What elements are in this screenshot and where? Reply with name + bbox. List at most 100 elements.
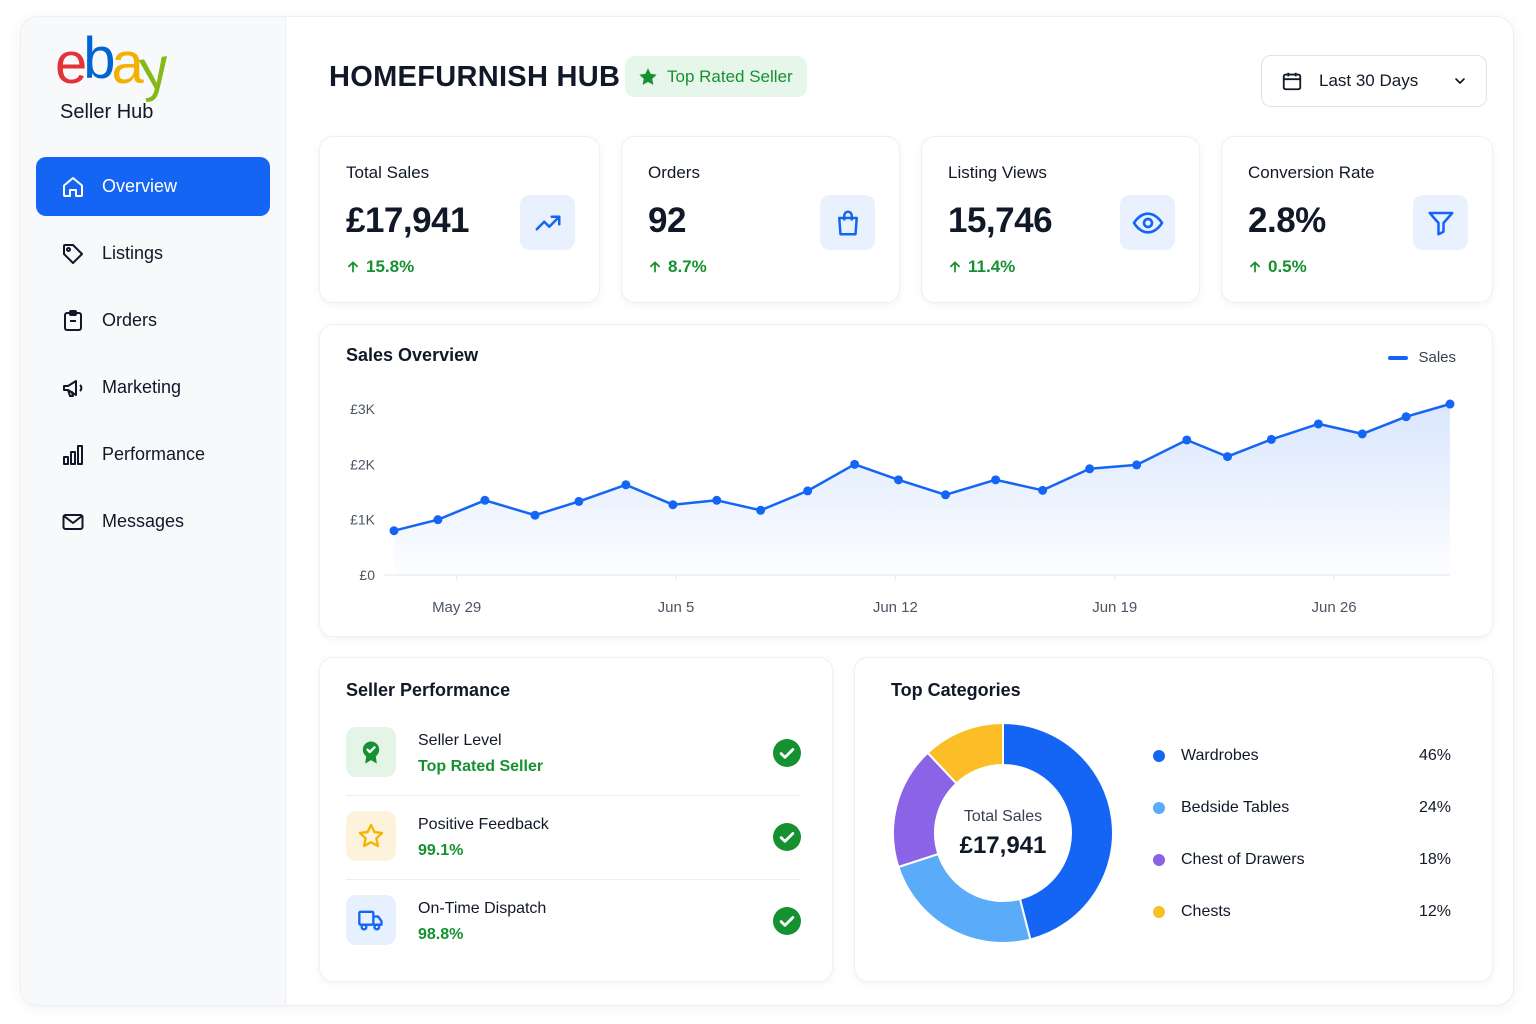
sidebar-item-label: Listings [102, 243, 164, 263]
sales-data-point [1182, 435, 1192, 445]
sales-data-point [756, 505, 766, 515]
kpi-card-conversion-rate[interactable]: Conversion Rate 2.8% 0.5% [1221, 136, 1493, 303]
top-rated-badge: Top Rated Seller [625, 56, 807, 97]
trending-up-icon [520, 195, 575, 250]
sales-data-point [621, 480, 631, 490]
sidebar-item-label: Orders [102, 310, 158, 330]
donut-center: Total Sales £17,941 [931, 808, 1075, 860]
sidebar-item-label: Overview [102, 176, 178, 196]
category-row-wardrobes[interactable]: Wardrobes 46% [1153, 744, 1451, 768]
tag-icon [60, 241, 86, 267]
kpi-change: 0.5% [1248, 257, 1307, 277]
y-tick-label: £0 [359, 567, 375, 583]
chevron-down-icon [1455, 78, 1465, 84]
check-circle-icon [773, 907, 801, 935]
kpi-change-value: 0.5% [1268, 257, 1307, 276]
donut-slice-wardrobes[interactable] [1002, 721, 1114, 941]
seller-performance-title: Seller Performance [346, 680, 511, 700]
sales-data-point [1445, 399, 1455, 409]
sales-data-point [530, 510, 540, 520]
divider [346, 879, 801, 880]
arrow-up-icon [650, 261, 660, 273]
x-tick-label: Jun 19 [1092, 599, 1137, 616]
y-tick-label: £2K [350, 456, 376, 472]
category-name: Chests [1181, 903, 1231, 920]
home-icon [60, 174, 86, 200]
performance-row-seller-level[interactable]: Seller Level Top Rated Seller [346, 727, 801, 811]
logo-letter: a [111, 31, 144, 96]
sales-data-point [1357, 429, 1367, 439]
sales-overview-card: Sales Overview Sales £0 £1K £2K £3K May 29 Ju… [319, 324, 1493, 637]
calendar-icon [1282, 72, 1302, 91]
sales-chart[interactable]: £0 £1K £2K £3K May 29 Jun 5 Jun 12 Jun 19 Jun 26 [320, 325, 1494, 638]
sales-data-point [668, 500, 678, 510]
donut-slice-bedside-tables[interactable] [897, 852, 1032, 944]
sidebar-nav: Overview Listings Orders Marketing [36, 157, 270, 559]
legend-swatch [1388, 355, 1409, 360]
category-pct: 18% [1418, 851, 1451, 868]
sales-data-point [480, 495, 490, 505]
performance-row-on-time-dispatch[interactable]: On-Time Dispatch 98.8% [346, 895, 801, 979]
sidebar-item-messages[interactable]: Messages [36, 492, 270, 551]
sales-data-point [1038, 485, 1048, 495]
divider [346, 795, 801, 796]
ebay-logo[interactable]: ebay [55, 30, 169, 104]
donut-center-value: £17,941 [959, 832, 1047, 859]
sidebar-item-listings[interactable]: Listings [36, 224, 270, 283]
sales-data-point [991, 475, 1001, 485]
donut-slice-chests[interactable] [926, 721, 1004, 785]
top-categories-card: Top Categories Total Sales £17,941 Wardr… [854, 657, 1493, 982]
sales-data-point [1266, 434, 1276, 444]
date-range-select[interactable]: Last 30 Days [1261, 55, 1487, 107]
sidebar-item-orders[interactable]: Orders [36, 291, 270, 350]
sidebar-item-label: Messages [102, 511, 185, 531]
clipboard-icon [60, 308, 86, 334]
category-row-chests[interactable]: Chests 12% [1153, 900, 1451, 924]
sidebar-item-marketing[interactable]: Marketing [36, 358, 270, 417]
category-name: Wardrobes [1181, 747, 1259, 764]
sidebar: ebay Seller Hub Overview Listings Orders [21, 17, 286, 1005]
check-circle-icon [773, 739, 801, 767]
category-row-bedside-tables[interactable]: Bedside Tables 24% [1153, 796, 1451, 820]
kpi-value: 15,746 [948, 201, 1053, 240]
category-name: Chest of Drawers [1181, 851, 1305, 868]
truck-icon [346, 895, 396, 945]
badge-label: Top Rated Seller [667, 66, 793, 86]
chart-legend[interactable]: Sales [1388, 349, 1456, 366]
sidebar-item-performance[interactable]: Performance [36, 425, 270, 484]
category-donut-chart[interactable] [888, 718, 1118, 948]
y-tick-label: £3K [350, 401, 376, 417]
category-name: Bedside Tables [1181, 799, 1290, 816]
shopping-bag-icon [820, 195, 875, 250]
kpi-label: Orders [648, 163, 700, 182]
kpi-change-value: 8.7% [668, 257, 707, 276]
sales-data-point [1401, 412, 1411, 422]
x-tick-label: Jun 5 [658, 599, 695, 616]
category-dot [1153, 854, 1165, 866]
sales-data-point [574, 496, 584, 506]
sidebar-item-overview[interactable]: Overview [36, 157, 270, 216]
x-tick-label: Jun 26 [1312, 599, 1357, 616]
sales-data-point [941, 490, 951, 500]
category-row-chest-of-drawers[interactable]: Chest of Drawers 18% [1153, 848, 1451, 872]
sales-area-fill [394, 404, 1450, 575]
app-window: ebay Seller Hub Overview Listings Orders [20, 16, 1514, 1006]
sales-overview-title: Sales Overview [346, 345, 479, 365]
sales-data-point [893, 475, 903, 485]
hub-label: Seller Hub [60, 101, 154, 123]
performance-row-positive-feedback[interactable]: Positive Feedback 99.1% [346, 811, 801, 895]
performance-name: Seller Level [418, 732, 502, 749]
arrow-up-icon [950, 261, 960, 273]
sales-data-point [712, 495, 722, 505]
sales-data-point [389, 526, 399, 536]
kpi-card-orders[interactable]: Orders 92 8.7% [621, 136, 900, 303]
kpi-change-value: 11.4% [968, 257, 1016, 276]
kpi-card-listing-views[interactable]: Listing Views 15,746 11.4% [921, 136, 1200, 303]
sales-data-point [1313, 419, 1323, 429]
check-circle-icon [773, 823, 801, 851]
sales-data-point [803, 486, 813, 496]
kpi-card-total-sales[interactable]: Total Sales £17,941 15.8% [319, 136, 600, 303]
category-dot [1153, 750, 1165, 762]
arrow-up-icon [1250, 261, 1260, 273]
sales-data-point [1223, 452, 1233, 462]
